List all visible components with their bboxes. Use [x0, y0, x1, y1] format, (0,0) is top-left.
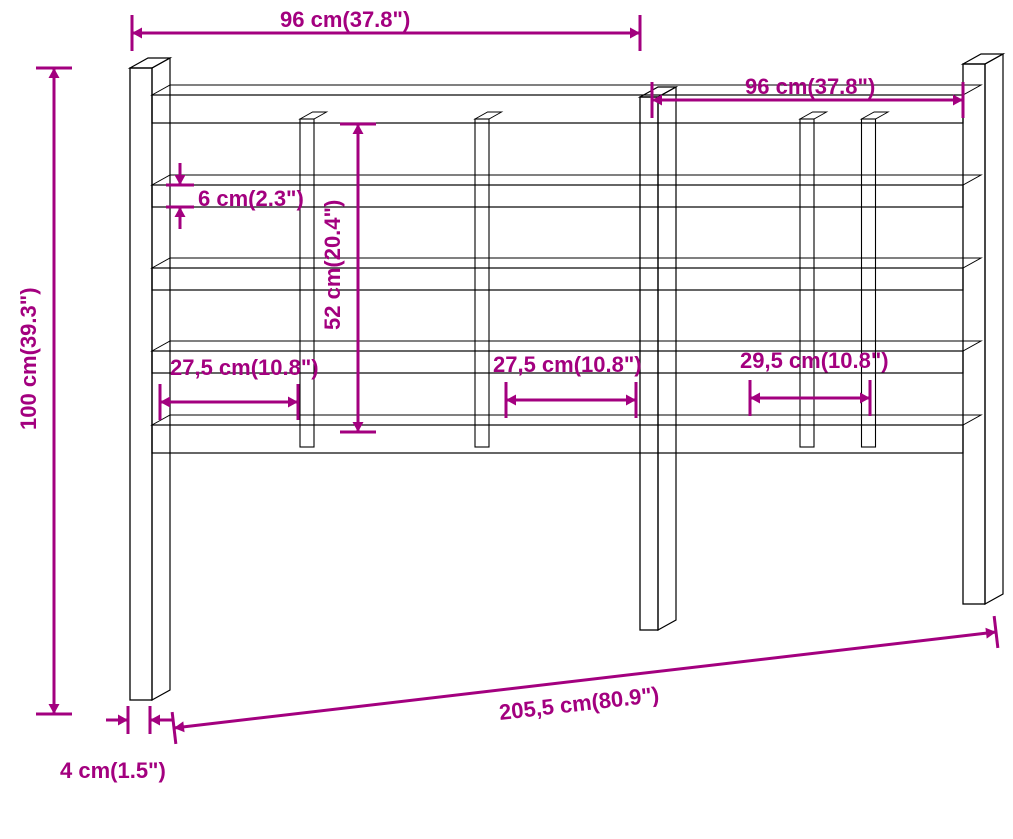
- dim-label-width_right: 96 cm(37.8"): [745, 74, 875, 99]
- dim-label-inner_h: 52 cm(20.4"): [320, 200, 345, 330]
- post-side: [985, 54, 1003, 604]
- dim-label-height: 100 cm(39.3"): [16, 287, 41, 430]
- stud: [475, 119, 489, 447]
- post-side: [152, 58, 170, 700]
- stud-top: [862, 112, 889, 119]
- dim-label-gap_b: 27,5 cm(10.8"): [493, 352, 642, 377]
- post-top: [963, 54, 1003, 64]
- rail: [152, 268, 963, 290]
- dim-label-gap_a: 27,5 cm(10.8"): [170, 355, 319, 380]
- rail-top: [152, 175, 981, 185]
- stud-top: [300, 112, 327, 119]
- post: [640, 97, 658, 630]
- dim-tick: [994, 616, 998, 648]
- dim-label-slat_h: 6 cm(2.3"): [198, 186, 304, 211]
- post-top: [130, 58, 170, 68]
- rail: [152, 425, 963, 453]
- dim-label-depth: 4 cm(1.5"): [60, 758, 166, 783]
- dim-tick: [172, 712, 176, 744]
- rail-top: [152, 258, 981, 268]
- post: [963, 64, 985, 604]
- stud: [300, 119, 314, 447]
- stud-top: [475, 112, 502, 119]
- dim-label-width_left: 96 cm(37.8"): [280, 7, 410, 32]
- rail-top: [152, 415, 981, 425]
- stud-top: [800, 112, 827, 119]
- post-side: [658, 87, 676, 630]
- dim-label-gap_c: 29,5 cm(10.8"): [740, 348, 889, 373]
- post: [130, 68, 152, 700]
